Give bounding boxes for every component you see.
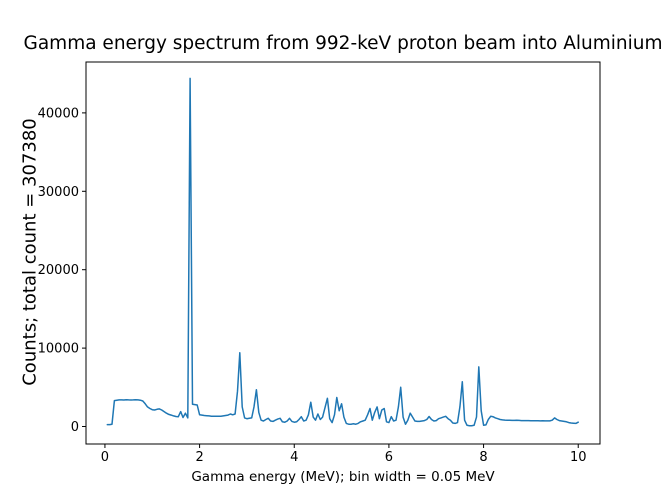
y-tick-label: 30000	[38, 185, 79, 200]
chart-title: Gamma energy spectrum from 992-keV proto…	[23, 33, 663, 54]
x-tick-label: 0	[101, 450, 109, 465]
y-tick-label: 10000	[38, 342, 79, 357]
y-tick-label: 20000	[38, 263, 79, 278]
x-tick-label: 10	[570, 450, 587, 465]
spectrum-line	[106, 77, 579, 427]
axes-frame	[85, 61, 601, 445]
x-tick-label: 8	[479, 450, 487, 465]
y-axis-label: Counts; total count = 307380	[19, 118, 41, 386]
x-tick-label: 4	[290, 450, 298, 465]
x-tick-label: 2	[195, 450, 203, 465]
x-axis-label: Gamma energy (MeV); bin width = 0.05 MeV	[191, 469, 495, 485]
y-tick-label: 40000	[38, 106, 79, 121]
x-tick-label: 6	[385, 450, 393, 465]
y-tick-label: 0	[71, 420, 79, 435]
